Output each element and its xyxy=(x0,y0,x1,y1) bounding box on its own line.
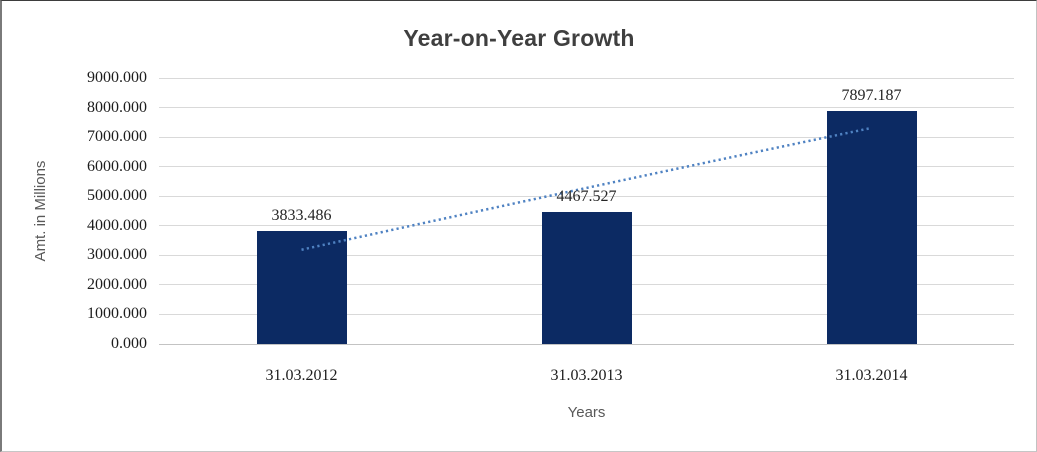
x-axis-line xyxy=(159,343,1014,345)
category-label: 31.03.2013 xyxy=(550,367,623,384)
y-tick-label: 9000.000 xyxy=(87,69,147,86)
y-tick-label: 3000.000 xyxy=(87,246,147,264)
data-label: 7897.187 xyxy=(841,86,902,104)
category-label: 31.03.2014 xyxy=(835,367,908,384)
y-tick-label: 2000.000 xyxy=(87,275,147,293)
data-label: 3833.486 xyxy=(271,206,332,224)
x-axis-title: Years xyxy=(567,404,606,421)
y-tick-label: 7000.000 xyxy=(87,128,147,146)
y-tick-label: 4000.000 xyxy=(87,216,147,234)
bar-31.03.2012 xyxy=(256,230,347,344)
y-tick-label: 8000.000 xyxy=(87,98,147,116)
y-axis-title: Amt. in Millions xyxy=(32,160,49,262)
chart-title: Year-on-Year Growth xyxy=(403,25,635,51)
bar-31.03.2013 xyxy=(541,211,632,344)
gridline xyxy=(159,77,1014,79)
y-tick-label: 6000.000 xyxy=(87,157,147,175)
data-label: 4467.527 xyxy=(556,187,617,205)
y-tick-label: 1000.000 xyxy=(87,305,147,323)
gridline xyxy=(159,107,1014,109)
y-tick-label: 0.000 xyxy=(111,335,147,352)
category-label: 31.03.2012 xyxy=(265,367,338,384)
y-tick-label: 5000.000 xyxy=(87,187,147,205)
bar-31.03.2014 xyxy=(826,110,917,344)
